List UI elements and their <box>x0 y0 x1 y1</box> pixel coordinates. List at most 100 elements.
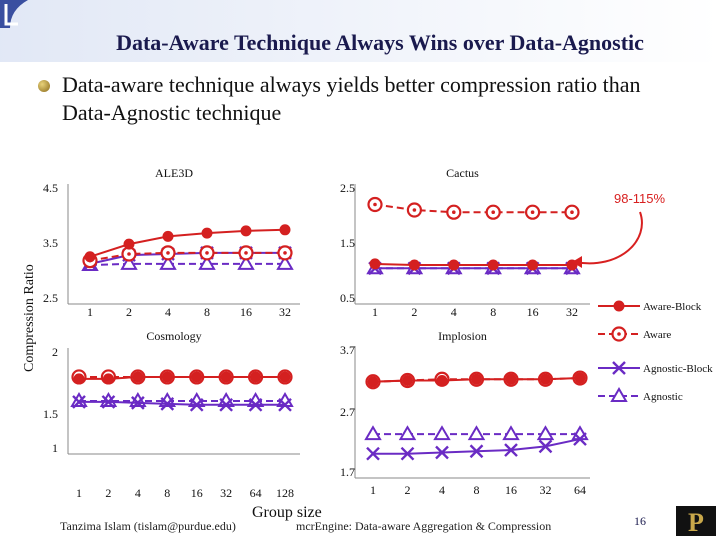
data-point <box>191 371 203 383</box>
y-tick-label: 3.7 <box>340 343 355 357</box>
data-point <box>471 373 482 385</box>
x-tick-label: 8 <box>164 486 170 500</box>
x-tick-label: 8 <box>474 483 480 497</box>
data-point <box>201 227 213 239</box>
data-point <box>366 446 380 461</box>
data-point <box>248 397 263 412</box>
svg-text:P: P <box>688 508 704 536</box>
x-tick-label: 4 <box>135 486 141 500</box>
data-point <box>505 373 517 385</box>
data-point <box>400 446 415 461</box>
ring-center <box>491 210 496 214</box>
data-point <box>433 425 451 441</box>
data-point <box>238 245 254 261</box>
data-point <box>101 395 116 409</box>
chart-panel-cactus: Cactus 2.5 1.5 0.5 1 2 4 8 16 32 <box>340 166 590 319</box>
x-tick-label: 4 <box>439 483 445 497</box>
data-point <box>610 387 628 402</box>
data-point <box>573 432 587 446</box>
legend-label: Aware <box>643 329 671 341</box>
data-point <box>369 258 381 270</box>
data-point <box>102 373 114 385</box>
data-point <box>72 395 86 409</box>
ring-center <box>617 332 621 336</box>
x-tick-label: 32 <box>540 483 552 497</box>
data-point <box>367 196 383 213</box>
data-point <box>132 371 144 383</box>
data-point <box>162 230 174 242</box>
y-tick-label: 1.7 <box>340 465 355 479</box>
x-tick-label: 2 <box>405 483 411 497</box>
data-point <box>502 425 520 441</box>
data-point <box>436 375 448 386</box>
legend-label: Agnostic <box>643 391 683 403</box>
data-point <box>504 443 518 457</box>
y-tick-label: 2 <box>52 345 58 359</box>
cross-stroke <box>248 397 263 412</box>
data-point <box>160 245 176 261</box>
series-line-aware-block <box>374 262 572 266</box>
data-point <box>612 361 626 375</box>
data-point <box>564 204 580 220</box>
cross-stroke <box>400 446 415 461</box>
y-tick-label: 4.5 <box>43 181 58 195</box>
x-tick-label: 16 <box>240 305 252 319</box>
y-tick-label: 1 <box>52 441 58 455</box>
purdue-logo: P <box>676 506 716 536</box>
data-point <box>406 202 422 218</box>
ring-center <box>127 252 131 256</box>
ring-center <box>166 251 170 255</box>
series-line-agnostic-block <box>89 251 285 265</box>
cross-stroke <box>219 397 233 412</box>
x-tick-label: 64 <box>574 483 586 497</box>
y-axis-label: Compression Ratio <box>22 264 37 372</box>
chart-title: ALE3D <box>155 166 193 180</box>
data-point <box>220 371 232 383</box>
y-tick-label: 2.5 <box>43 291 58 305</box>
data-point <box>199 245 215 261</box>
footer-title: mcrEngine: Data-aware Aggregation & Comp… <box>296 519 552 533</box>
ring-center <box>283 251 287 255</box>
data-point <box>446 204 462 220</box>
x-tick-label: 8 <box>490 305 496 319</box>
chart-title: Cosmology <box>146 329 201 343</box>
chart-panel-cosmology: Cosmology 2 1.5 1 1 2 4 8 16 32 64 128 <box>43 329 300 500</box>
cross-stroke <box>160 396 175 411</box>
cross-stroke <box>504 443 518 457</box>
x-tick-label: 8 <box>204 305 210 319</box>
chart-title: Cactus <box>446 166 479 180</box>
y-tick-label: 2.5 <box>340 181 355 195</box>
data-point <box>198 254 216 270</box>
chart-panel-implosion: Implosion 3.7 2.7 1.7 1 2 4 8 16 32 64 <box>340 329 590 497</box>
data-point <box>398 425 417 441</box>
x-tick-label: 64 <box>250 486 262 500</box>
data-point <box>408 259 420 271</box>
ring-center <box>205 251 209 255</box>
cross-stroke <box>366 446 380 461</box>
data-point <box>538 439 553 454</box>
footer-author: Tanzima Islam (tislam@purdue.edu) <box>60 519 236 533</box>
arrow-head-icon <box>572 256 582 268</box>
ring-center <box>412 208 417 212</box>
cross-stroke <box>469 444 484 459</box>
arrow-curve <box>574 211 643 265</box>
cross-stroke <box>189 397 204 412</box>
data-point <box>276 254 294 270</box>
ring-center <box>452 210 456 214</box>
cross-stroke <box>278 397 292 412</box>
x-tick-label: 32 <box>566 305 578 319</box>
bullet-text: Data-aware technique always yields bette… <box>62 72 641 125</box>
x-tick-label: 16 <box>527 305 539 319</box>
data-point <box>613 300 625 312</box>
data-point <box>219 397 233 412</box>
data-point <box>364 425 382 441</box>
cross-stroke <box>573 432 587 446</box>
cross-stroke <box>435 445 449 460</box>
y-tick-label: 0.5 <box>340 291 355 305</box>
data-point <box>367 376 379 388</box>
series-line-aware <box>374 203 572 214</box>
data-point <box>159 254 177 270</box>
x-tick-label: 2 <box>105 486 111 500</box>
x-tick-label: 4 <box>165 305 171 319</box>
